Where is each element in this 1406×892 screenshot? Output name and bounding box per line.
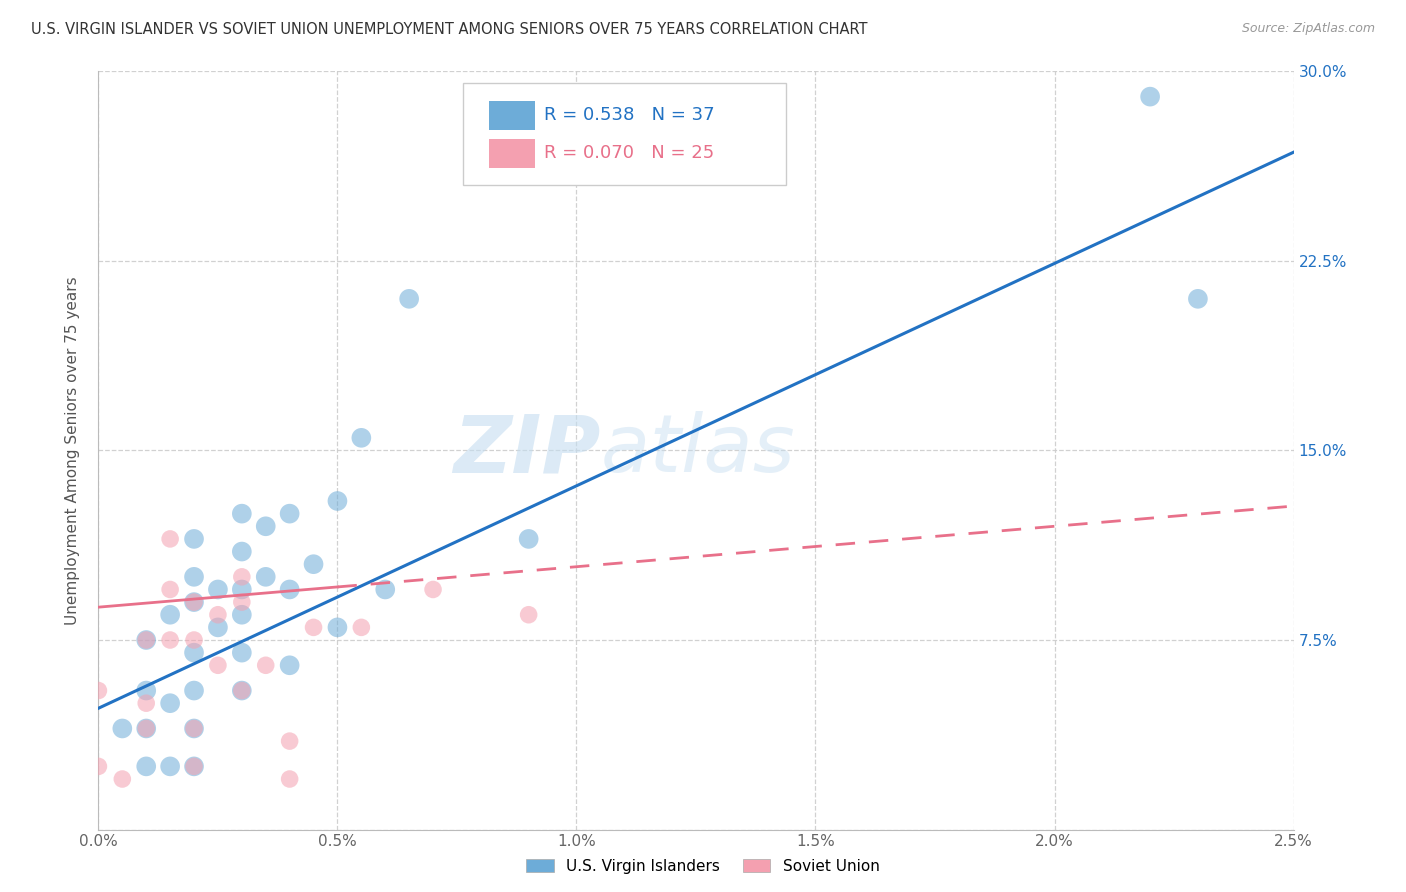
Point	[159, 633, 181, 648]
Point	[231, 582, 253, 597]
Point	[207, 620, 229, 634]
Point	[159, 696, 181, 710]
Point	[231, 683, 253, 698]
Point	[254, 658, 277, 673]
Point	[87, 759, 110, 773]
Point	[183, 595, 205, 609]
Point	[278, 582, 301, 597]
Point	[159, 759, 181, 773]
FancyBboxPatch shape	[489, 101, 534, 129]
Point	[422, 582, 444, 597]
Point	[517, 607, 540, 622]
Text: ZIP: ZIP	[453, 411, 600, 490]
Point	[159, 582, 181, 597]
Point	[135, 722, 157, 736]
Point	[135, 759, 157, 773]
Point	[278, 772, 301, 786]
FancyBboxPatch shape	[489, 139, 534, 168]
Point	[278, 658, 301, 673]
Point	[183, 646, 205, 660]
Point	[398, 292, 420, 306]
Point	[183, 570, 205, 584]
Point	[159, 532, 181, 546]
Point	[183, 759, 205, 773]
Text: R = 0.070   N = 25: R = 0.070 N = 25	[544, 145, 714, 162]
Point	[326, 494, 349, 508]
FancyBboxPatch shape	[463, 83, 786, 186]
Point	[111, 722, 134, 736]
Point	[374, 582, 396, 597]
Point	[135, 722, 157, 736]
Point	[254, 519, 277, 533]
Point	[1139, 89, 1161, 103]
Point	[231, 646, 253, 660]
Point	[183, 722, 205, 736]
Point	[517, 532, 540, 546]
Y-axis label: Unemployment Among Seniors over 75 years: Unemployment Among Seniors over 75 years	[65, 277, 80, 624]
Point	[207, 658, 229, 673]
Point	[278, 734, 301, 748]
Point	[254, 570, 277, 584]
Point	[302, 620, 325, 634]
Point	[183, 595, 205, 609]
Point	[87, 683, 110, 698]
Text: U.S. VIRGIN ISLANDER VS SOVIET UNION UNEMPLOYMENT AMONG SENIORS OVER 75 YEARS CO: U.S. VIRGIN ISLANDER VS SOVIET UNION UNE…	[31, 22, 868, 37]
Point	[231, 544, 253, 558]
Point	[111, 772, 134, 786]
Point	[135, 683, 157, 698]
Text: atlas: atlas	[600, 411, 796, 490]
Point	[183, 722, 205, 736]
Point	[135, 633, 157, 648]
Point	[183, 759, 205, 773]
Point	[231, 683, 253, 698]
Point	[183, 683, 205, 698]
Point	[135, 696, 157, 710]
Point	[1187, 292, 1209, 306]
Point	[231, 570, 253, 584]
Point	[231, 607, 253, 622]
Point	[326, 620, 349, 634]
Legend: U.S. Virgin Islanders, Soviet Union: U.S. Virgin Islanders, Soviet Union	[520, 853, 886, 880]
Point	[135, 633, 157, 648]
Point	[207, 607, 229, 622]
Point	[159, 607, 181, 622]
Point	[231, 507, 253, 521]
Point	[207, 582, 229, 597]
Point	[350, 431, 373, 445]
Point	[302, 557, 325, 572]
Text: Source: ZipAtlas.com: Source: ZipAtlas.com	[1241, 22, 1375, 36]
Point	[350, 620, 373, 634]
Text: R = 0.538   N = 37: R = 0.538 N = 37	[544, 106, 714, 124]
Point	[231, 595, 253, 609]
Point	[278, 507, 301, 521]
Point	[183, 532, 205, 546]
Point	[183, 633, 205, 648]
